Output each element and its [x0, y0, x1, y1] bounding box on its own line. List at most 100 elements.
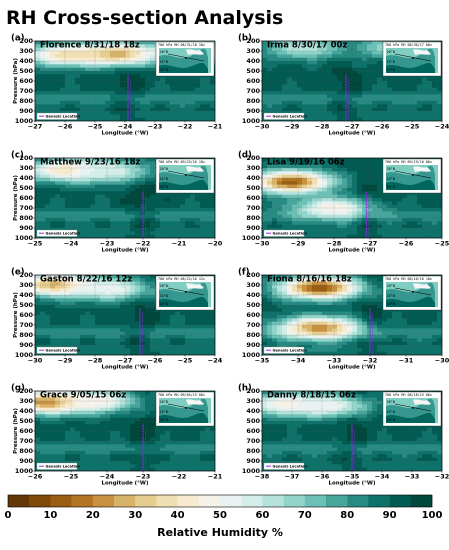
rh-cell [100, 61, 106, 65]
rh-cell [40, 335, 46, 339]
rh-cell [302, 295, 308, 299]
rh-cell [352, 117, 358, 121]
rh-cell [45, 194, 51, 199]
rh-cell [115, 275, 121, 279]
rh-cell [292, 44, 298, 48]
rh-cell [40, 318, 46, 322]
rh-cell [322, 54, 328, 58]
rh-cell [80, 234, 86, 238]
rh-cell [190, 318, 196, 322]
rh-cell [45, 298, 51, 302]
rh-cell [55, 338, 61, 342]
rh-cell [297, 41, 303, 45]
rh-cell [180, 84, 186, 88]
rh-cell [85, 211, 91, 215]
rh-cell [272, 158, 278, 162]
rh-cell [75, 328, 81, 332]
rh-cell [140, 158, 146, 162]
rh-cell [210, 218, 215, 222]
rh-cell [145, 315, 151, 319]
rh-cell [372, 211, 378, 215]
rh-cell [332, 84, 338, 88]
rh-cell [35, 331, 41, 336]
inset-dry [186, 49, 204, 55]
rh-cell [312, 54, 318, 58]
rh-cell [40, 61, 46, 65]
rh-cell [170, 318, 176, 322]
rh-cell [417, 81, 423, 85]
rh-cell [307, 47, 313, 52]
rh-cell [95, 77, 101, 82]
rh-cell [322, 291, 328, 296]
rh-cell [85, 291, 91, 296]
rh-cell [200, 318, 206, 322]
rh-cell [75, 305, 81, 309]
rh-cell [45, 281, 51, 286]
rh-cell [135, 191, 141, 195]
rh-cell [302, 54, 308, 58]
rh-cell [322, 97, 328, 102]
rh-cell [337, 87, 343, 92]
rh-cell [100, 101, 106, 105]
rh-cell [65, 281, 71, 286]
rh-cell [387, 221, 393, 225]
rh-cell [332, 81, 338, 85]
rh-cell [110, 345, 116, 349]
rh-cell [337, 288, 343, 292]
rh-cell [125, 174, 131, 179]
rh-cell [382, 228, 388, 232]
rh-cell [322, 57, 328, 62]
rh-cell [75, 114, 81, 118]
rh-cell [125, 298, 131, 302]
rh-cell [362, 221, 368, 225]
rh-cell [205, 194, 211, 199]
rh-cell [347, 188, 353, 192]
rh-cell [205, 198, 211, 202]
rh-cell [95, 91, 101, 95]
rh-cell [40, 201, 46, 205]
rh-cell [397, 107, 403, 112]
rh-cell [322, 191, 328, 195]
rh-cell [287, 161, 293, 165]
rh-cell [120, 164, 126, 169]
rh-cell [342, 91, 348, 95]
rh-cell [180, 107, 186, 112]
rh-cell [100, 71, 106, 75]
rh-cell [90, 161, 96, 165]
rh-cell [105, 84, 111, 88]
rh-cell [367, 81, 373, 85]
rh-cell [135, 198, 141, 202]
rh-cell [292, 171, 298, 175]
rh-cell [105, 168, 111, 172]
rh-cell [292, 278, 298, 282]
rh-cell [50, 295, 56, 299]
rh-cell [80, 328, 86, 332]
rh-cell [80, 161, 86, 165]
x-tick-label: −26 [58, 123, 73, 131]
rh-cell [135, 321, 141, 326]
rh-cell [120, 161, 126, 165]
rh-cell [357, 208, 363, 212]
x-tick-label: −30 [255, 240, 270, 248]
rh-cell [332, 91, 338, 95]
rh-cell [282, 204, 288, 209]
y-tick-label: 200 [19, 37, 33, 45]
rh-cell [145, 61, 151, 65]
rh-cell [45, 94, 51, 98]
rh-cell [110, 181, 116, 185]
rh-cell [432, 87, 438, 92]
rh-cell [170, 325, 176, 329]
rh-cell [145, 188, 151, 192]
rh-cell [145, 228, 151, 232]
rh-cell [262, 301, 268, 306]
rh-cell [180, 331, 186, 336]
panel-label: (b) [238, 34, 252, 44]
rh-cell [120, 101, 126, 105]
rh-cell [392, 81, 398, 85]
rh-cell [70, 174, 76, 179]
rh-cell [347, 198, 353, 202]
rh-cell [367, 84, 373, 88]
rh-cell [70, 345, 76, 349]
rh-cell [337, 91, 343, 95]
rh-cell [160, 315, 166, 319]
